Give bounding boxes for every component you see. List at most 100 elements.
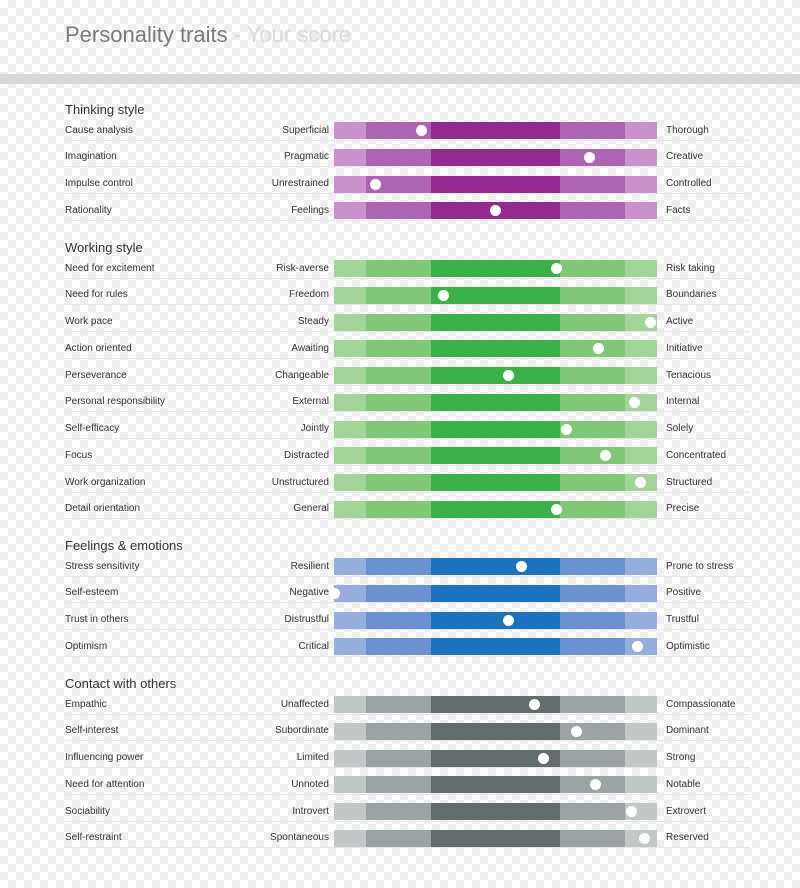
header-divider (0, 74, 800, 84)
row-divider (65, 331, 750, 332)
score-band (430, 393, 561, 411)
title-main: Personality traits (65, 22, 228, 47)
trait-name: Stress sensitivity (65, 560, 140, 572)
score-band (624, 696, 657, 713)
score-band (560, 260, 625, 277)
score-band (560, 749, 625, 767)
score-band (430, 638, 561, 656)
score-band (430, 260, 561, 277)
score-band (366, 749, 431, 767)
trait-name: Detail orientation (65, 503, 141, 515)
trait-high-label: Solely (666, 423, 694, 434)
score-band (624, 749, 657, 767)
score-marker (561, 423, 573, 435)
trait-low-label: Awaiting (291, 342, 329, 354)
score-band (334, 829, 367, 847)
score-band (366, 638, 431, 656)
score-band (624, 202, 657, 220)
score-band (366, 584, 431, 602)
page-title: Personality traits - Your score (65, 22, 351, 48)
trait-low-label: Unnoted (291, 778, 329, 790)
trait-low-label: General (293, 503, 329, 515)
trait-high-label: Risk taking (666, 262, 715, 274)
score-band (366, 829, 431, 847)
score-marker (538, 752, 550, 764)
score-band (366, 722, 431, 740)
trait-low-label: Unrestrained (271, 178, 329, 189)
score-marker (490, 205, 501, 217)
trait-high-label: Optimistic (666, 640, 710, 652)
trait-name: Need for rules (65, 289, 128, 301)
score-band (366, 367, 431, 384)
section-title: Contact with others (65, 676, 177, 691)
trait-high-label: Trustful (666, 614, 699, 625)
trait-name: Rationality (65, 204, 112, 216)
trait-low-label: Limited (296, 752, 329, 763)
score-track (334, 175, 657, 193)
trait-high-label: Notable (666, 778, 701, 790)
trait-name: Empathic (65, 698, 107, 710)
score-band (430, 420, 561, 438)
score-band (560, 447, 625, 465)
trait-high-label: Precise (666, 503, 700, 515)
section-title: Working style (65, 240, 143, 255)
trait-high-label: Strong (666, 752, 696, 763)
score-marker (551, 263, 563, 274)
trait-name: Self-efficacy (65, 423, 120, 434)
score-band (624, 611, 657, 629)
score-marker (438, 289, 450, 301)
title-subtitle: Your score (246, 22, 352, 47)
score-band (334, 500, 367, 518)
score-marker (638, 832, 650, 844)
score-band (624, 260, 657, 277)
score-band (430, 611, 561, 629)
score-band (430, 175, 561, 193)
trait-name: Sociability (65, 805, 111, 817)
score-band (430, 749, 561, 767)
row-divider (65, 602, 750, 603)
score-band (334, 611, 367, 629)
trait-high-label: Compassionate (666, 698, 736, 710)
score-marker (551, 503, 563, 515)
trait-low-label: Distracted (283, 449, 329, 461)
score-track (334, 340, 657, 358)
score-band (560, 202, 625, 220)
trait-low-label: Steady (297, 316, 329, 327)
score-band (624, 776, 657, 794)
score-band (430, 286, 561, 304)
score-band (366, 260, 431, 277)
trait-low-label: Negative (289, 587, 329, 599)
score-band (560, 393, 625, 411)
score-band (560, 611, 625, 629)
trait-name: Work organization (65, 476, 146, 488)
score-marker (628, 396, 640, 408)
trait-high-label: Internal (666, 396, 700, 408)
score-track (334, 202, 657, 220)
score-marker (593, 343, 605, 355)
score-band (560, 638, 625, 656)
score-band (334, 393, 367, 411)
score-band (430, 313, 561, 331)
trait-low-label: Jointly (300, 423, 329, 434)
score-band (334, 175, 367, 193)
score-band (334, 558, 367, 575)
score-track (334, 367, 657, 384)
row-divider (65, 767, 750, 768)
title-separator: - (227, 22, 247, 47)
trait-name: Perseverance (65, 369, 127, 381)
trait-high-label: Thorough (666, 124, 709, 136)
score-band (624, 148, 657, 166)
score-band (560, 803, 625, 820)
score-band (624, 286, 657, 304)
score-band (366, 447, 431, 465)
row-divider (65, 714, 750, 715)
score-band (366, 611, 431, 629)
score-band (366, 340, 431, 358)
score-band (624, 340, 657, 358)
trait-high-label: Active (666, 316, 694, 327)
score-band (560, 313, 625, 331)
score-band (366, 148, 431, 166)
score-band (334, 340, 367, 358)
score-band (560, 829, 625, 847)
trait-name: Action oriented (65, 342, 132, 354)
